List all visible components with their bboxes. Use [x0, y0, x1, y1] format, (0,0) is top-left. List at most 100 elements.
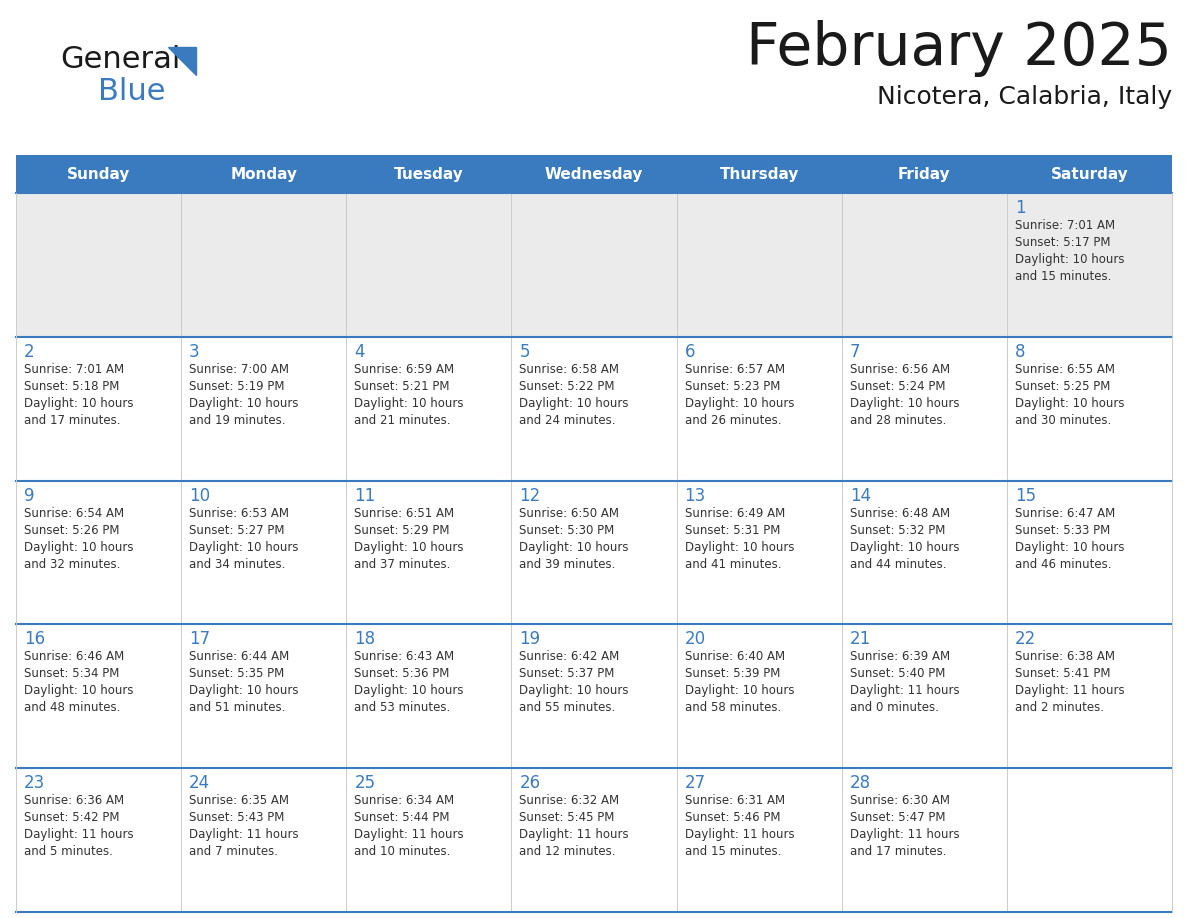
- Text: Daylight: 10 hours: Daylight: 10 hours: [1015, 397, 1124, 409]
- Text: Sunset: 5:45 PM: Sunset: 5:45 PM: [519, 812, 615, 824]
- Text: 12: 12: [519, 487, 541, 505]
- FancyBboxPatch shape: [15, 481, 1173, 624]
- Text: 11: 11: [354, 487, 375, 505]
- FancyBboxPatch shape: [15, 624, 1173, 768]
- Text: Sunset: 5:46 PM: Sunset: 5:46 PM: [684, 812, 781, 824]
- FancyBboxPatch shape: [15, 768, 1173, 912]
- Text: Sunrise: 6:43 AM: Sunrise: 6:43 AM: [354, 650, 455, 664]
- Text: Daylight: 10 hours: Daylight: 10 hours: [684, 685, 794, 698]
- Text: 18: 18: [354, 631, 375, 648]
- Text: and 32 minutes.: and 32 minutes.: [24, 557, 120, 571]
- Text: Sunset: 5:21 PM: Sunset: 5:21 PM: [354, 380, 450, 393]
- Text: Sunrise: 6:59 AM: Sunrise: 6:59 AM: [354, 363, 455, 375]
- Text: 2: 2: [24, 342, 34, 361]
- Text: Daylight: 11 hours: Daylight: 11 hours: [849, 685, 960, 698]
- Text: and 17 minutes.: and 17 minutes.: [849, 845, 946, 858]
- Text: Sunrise: 6:48 AM: Sunrise: 6:48 AM: [849, 507, 950, 520]
- Text: and 15 minutes.: and 15 minutes.: [684, 845, 781, 858]
- Text: Sunrise: 6:54 AM: Sunrise: 6:54 AM: [24, 507, 124, 520]
- Text: Saturday: Saturday: [1050, 166, 1129, 182]
- Text: 14: 14: [849, 487, 871, 505]
- Text: Sunrise: 6:44 AM: Sunrise: 6:44 AM: [189, 650, 290, 664]
- Text: Sunrise: 6:31 AM: Sunrise: 6:31 AM: [684, 794, 785, 807]
- Text: and 15 minutes.: and 15 minutes.: [1015, 270, 1111, 283]
- Text: 21: 21: [849, 631, 871, 648]
- Text: and 39 minutes.: and 39 minutes.: [519, 557, 615, 571]
- Text: Sunset: 5:42 PM: Sunset: 5:42 PM: [24, 812, 120, 824]
- Text: and 41 minutes.: and 41 minutes.: [684, 557, 781, 571]
- Polygon shape: [168, 47, 196, 75]
- Text: 9: 9: [24, 487, 34, 505]
- Text: and 55 minutes.: and 55 minutes.: [519, 701, 615, 714]
- Text: Sunset: 5:23 PM: Sunset: 5:23 PM: [684, 380, 781, 393]
- Text: Sunset: 5:35 PM: Sunset: 5:35 PM: [189, 667, 284, 680]
- Text: Daylight: 10 hours: Daylight: 10 hours: [519, 541, 628, 554]
- Text: Sunset: 5:32 PM: Sunset: 5:32 PM: [849, 523, 946, 537]
- Text: Daylight: 10 hours: Daylight: 10 hours: [519, 397, 628, 409]
- Text: and 0 minutes.: and 0 minutes.: [849, 701, 939, 714]
- Text: Sunset: 5:29 PM: Sunset: 5:29 PM: [354, 523, 450, 537]
- Text: 28: 28: [849, 774, 871, 792]
- Text: and 17 minutes.: and 17 minutes.: [24, 414, 120, 427]
- Text: Sunset: 5:47 PM: Sunset: 5:47 PM: [849, 812, 946, 824]
- Text: and 7 minutes.: and 7 minutes.: [189, 845, 278, 858]
- Text: Sunrise: 6:46 AM: Sunrise: 6:46 AM: [24, 650, 125, 664]
- Text: Sunset: 5:41 PM: Sunset: 5:41 PM: [1015, 667, 1111, 680]
- Text: Sunset: 5:26 PM: Sunset: 5:26 PM: [24, 523, 120, 537]
- Text: and 12 minutes.: and 12 minutes.: [519, 845, 615, 858]
- Text: Daylight: 11 hours: Daylight: 11 hours: [684, 828, 795, 841]
- Text: Sunset: 5:40 PM: Sunset: 5:40 PM: [849, 667, 946, 680]
- Text: Sunset: 5:19 PM: Sunset: 5:19 PM: [189, 380, 285, 393]
- Text: 5: 5: [519, 342, 530, 361]
- Text: Sunrise: 6:58 AM: Sunrise: 6:58 AM: [519, 363, 619, 375]
- Text: Sunset: 5:22 PM: Sunset: 5:22 PM: [519, 380, 615, 393]
- Text: Daylight: 10 hours: Daylight: 10 hours: [189, 397, 298, 409]
- Text: and 53 minutes.: and 53 minutes.: [354, 701, 450, 714]
- Text: 19: 19: [519, 631, 541, 648]
- Text: Daylight: 11 hours: Daylight: 11 hours: [189, 828, 298, 841]
- Text: Daylight: 10 hours: Daylight: 10 hours: [189, 541, 298, 554]
- Text: 20: 20: [684, 631, 706, 648]
- Text: February 2025: February 2025: [746, 20, 1173, 77]
- Text: Daylight: 10 hours: Daylight: 10 hours: [24, 685, 133, 698]
- Text: 25: 25: [354, 774, 375, 792]
- Text: Friday: Friday: [898, 166, 950, 182]
- Text: 7: 7: [849, 342, 860, 361]
- Text: Daylight: 10 hours: Daylight: 10 hours: [519, 685, 628, 698]
- Text: Tuesday: Tuesday: [394, 166, 463, 182]
- Text: and 44 minutes.: and 44 minutes.: [849, 557, 946, 571]
- Text: Sunrise: 6:40 AM: Sunrise: 6:40 AM: [684, 650, 785, 664]
- Text: Sunset: 5:37 PM: Sunset: 5:37 PM: [519, 667, 615, 680]
- Text: and 2 minutes.: and 2 minutes.: [1015, 701, 1104, 714]
- Text: Daylight: 11 hours: Daylight: 11 hours: [24, 828, 133, 841]
- Text: 3: 3: [189, 342, 200, 361]
- Text: and 24 minutes.: and 24 minutes.: [519, 414, 615, 427]
- Text: 24: 24: [189, 774, 210, 792]
- FancyBboxPatch shape: [15, 337, 1173, 481]
- Text: 15: 15: [1015, 487, 1036, 505]
- Text: Daylight: 11 hours: Daylight: 11 hours: [519, 828, 630, 841]
- Text: 17: 17: [189, 631, 210, 648]
- Text: Sunrise: 6:55 AM: Sunrise: 6:55 AM: [1015, 363, 1114, 375]
- Text: Sunset: 5:27 PM: Sunset: 5:27 PM: [189, 523, 285, 537]
- Text: Daylight: 10 hours: Daylight: 10 hours: [354, 685, 463, 698]
- Text: Sunset: 5:36 PM: Sunset: 5:36 PM: [354, 667, 450, 680]
- Text: and 19 minutes.: and 19 minutes.: [189, 414, 285, 427]
- Text: and 10 minutes.: and 10 minutes.: [354, 845, 450, 858]
- Text: and 58 minutes.: and 58 minutes.: [684, 701, 781, 714]
- Text: Blue: Blue: [97, 77, 165, 106]
- Text: Daylight: 10 hours: Daylight: 10 hours: [1015, 541, 1124, 554]
- Text: Sunset: 5:17 PM: Sunset: 5:17 PM: [1015, 236, 1111, 249]
- Text: 23: 23: [24, 774, 45, 792]
- Text: Sunset: 5:25 PM: Sunset: 5:25 PM: [1015, 380, 1111, 393]
- Text: General: General: [61, 45, 181, 74]
- Text: Monday: Monday: [230, 166, 297, 182]
- Text: Daylight: 10 hours: Daylight: 10 hours: [1015, 253, 1124, 266]
- Text: Sunrise: 6:35 AM: Sunrise: 6:35 AM: [189, 794, 289, 807]
- Text: Sunset: 5:43 PM: Sunset: 5:43 PM: [189, 812, 284, 824]
- Text: Sunrise: 7:01 AM: Sunrise: 7:01 AM: [1015, 219, 1116, 232]
- Text: Nicotera, Calabria, Italy: Nicotera, Calabria, Italy: [877, 85, 1173, 109]
- Text: Sunrise: 6:42 AM: Sunrise: 6:42 AM: [519, 650, 620, 664]
- Text: Sunrise: 7:00 AM: Sunrise: 7:00 AM: [189, 363, 289, 375]
- Text: 1: 1: [1015, 199, 1025, 217]
